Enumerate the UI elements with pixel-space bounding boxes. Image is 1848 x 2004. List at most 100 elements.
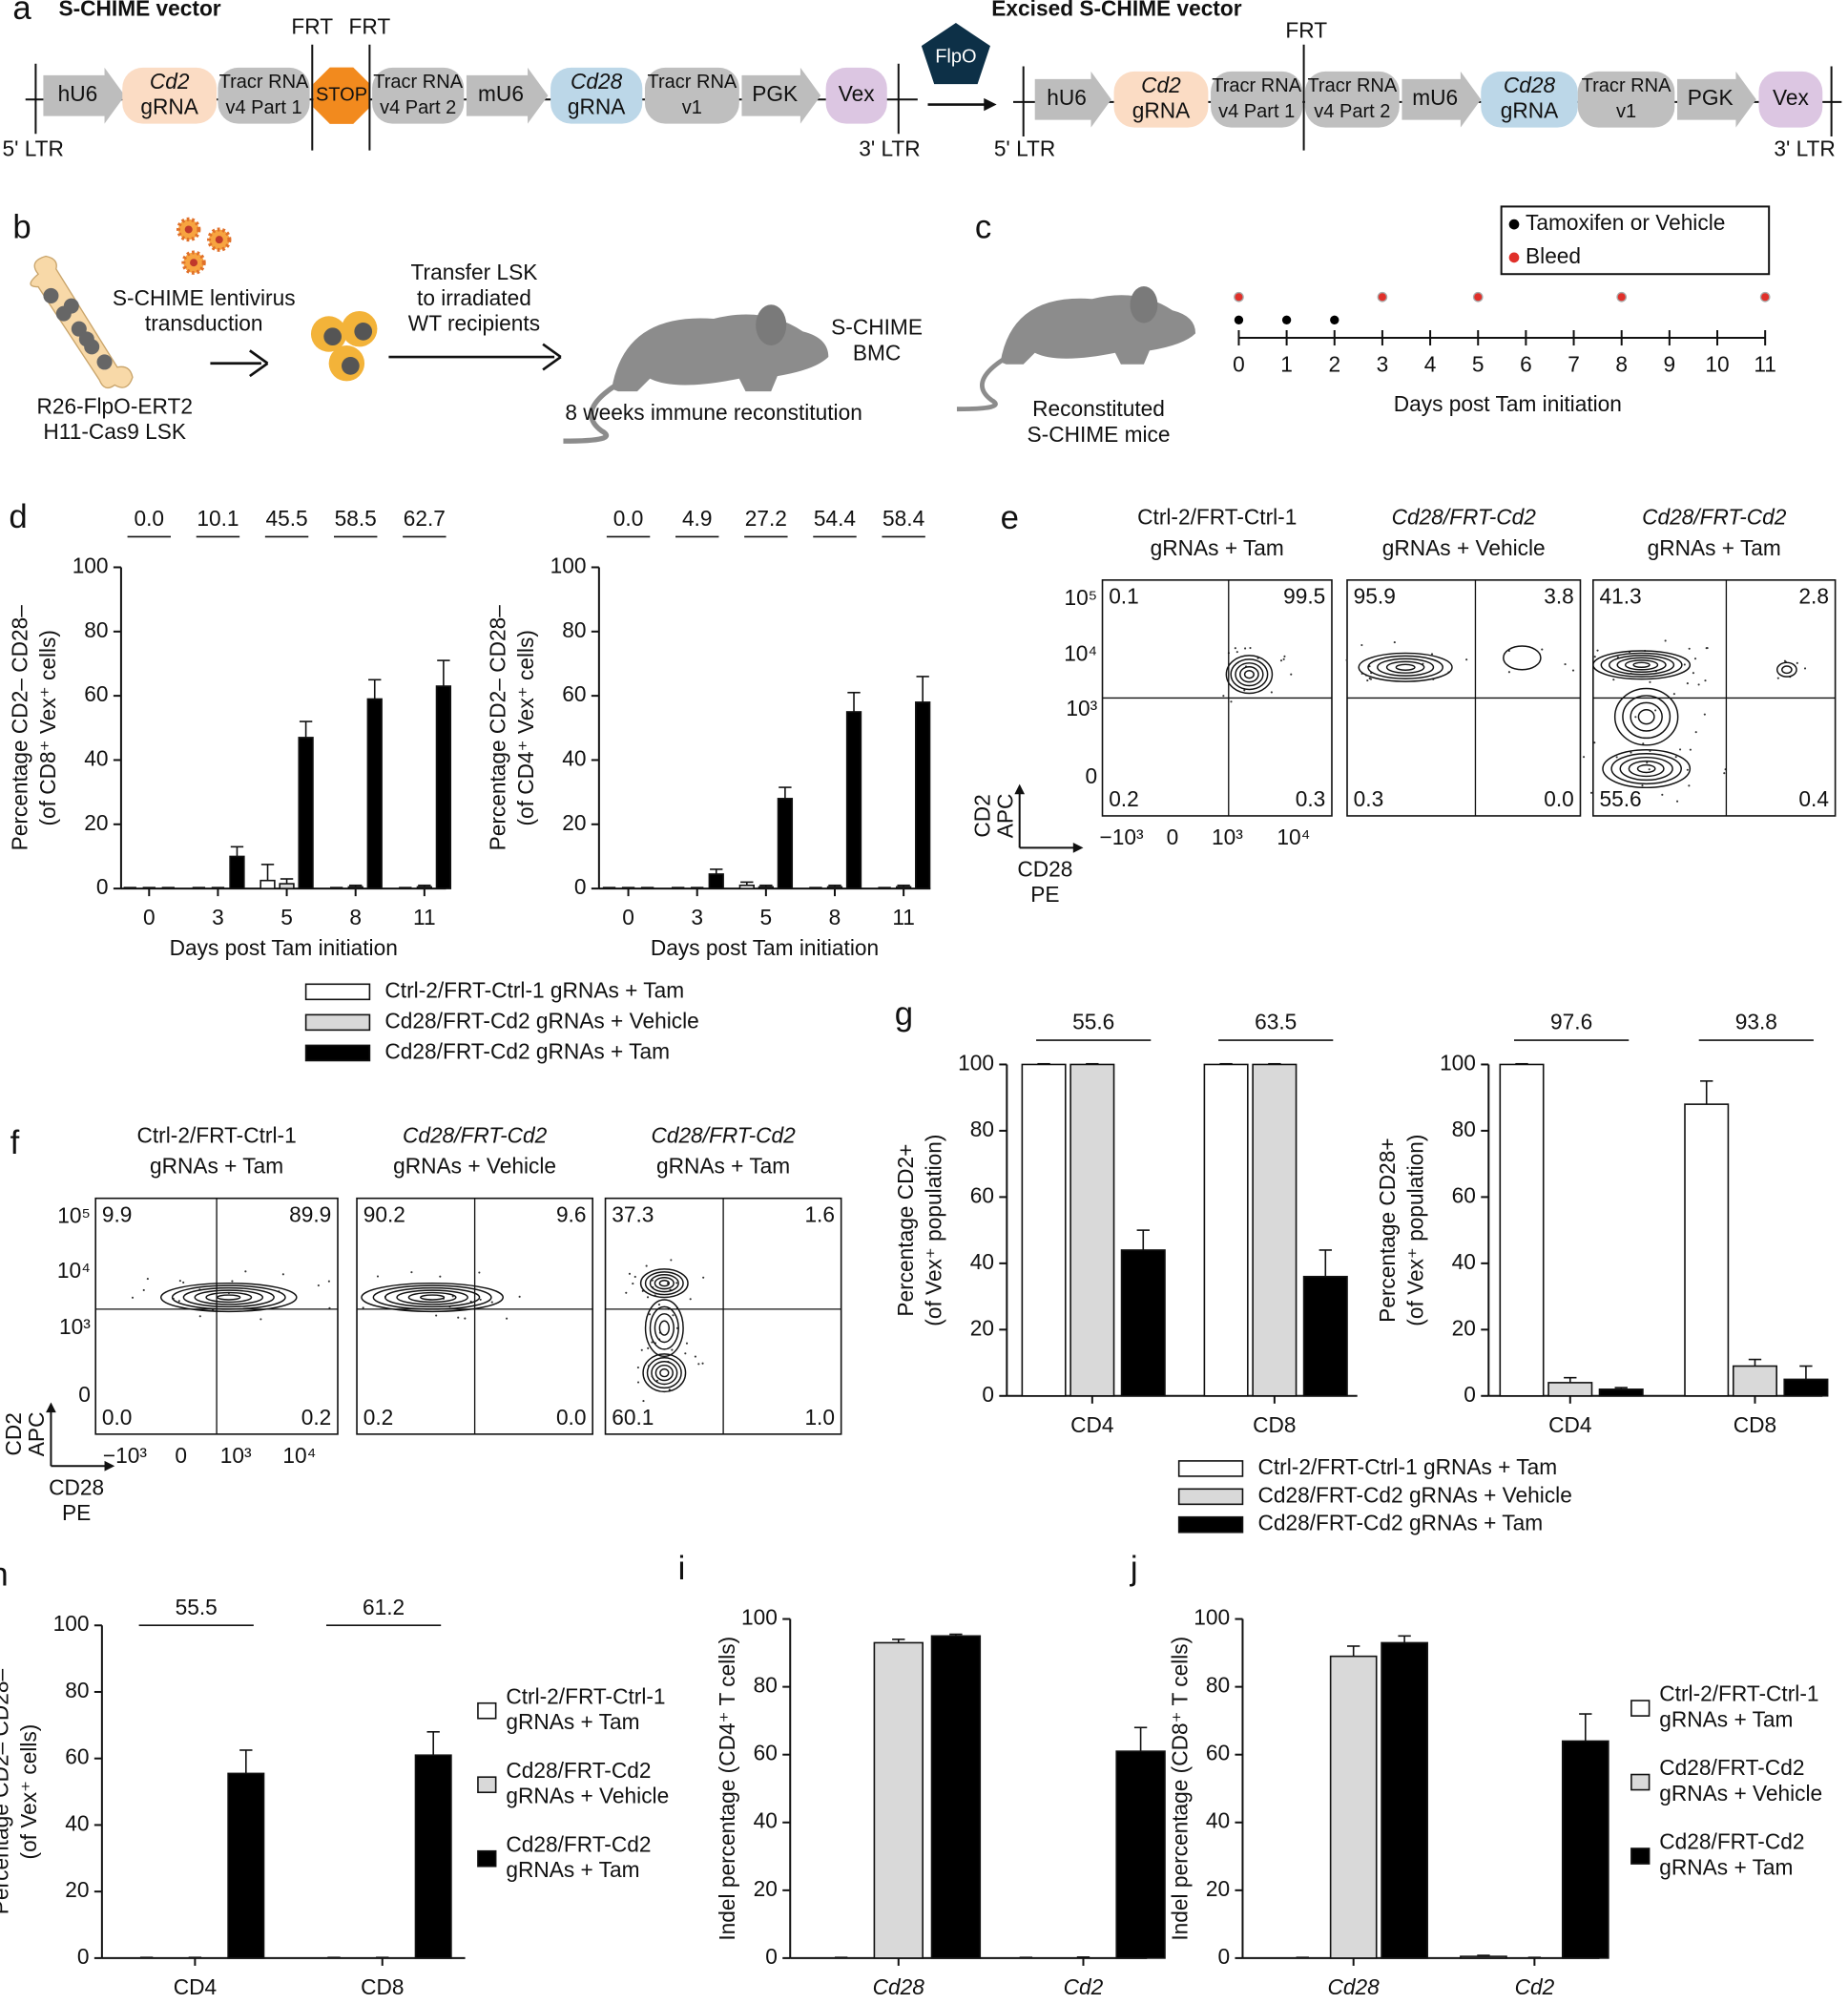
quadrant-value: 9.9 [102,1201,133,1226]
ltr-label: 5' LTR [994,136,1055,161]
x-tick-label: 10³ [1212,825,1243,849]
axis-label: (of CD4⁺ Vex⁺ cells) [513,630,538,826]
bleed-dot [1234,291,1244,303]
legend-label: Cd28/FRT-Cd2 gRNAs + Tam [384,1038,670,1063]
element-label: Vex [839,81,875,106]
y-tick-label: 100 [1194,1605,1230,1630]
annotation: 10.1 [197,506,239,531]
element-label: hU6 [58,81,98,106]
legend-line: gRNAs + Tam [1659,1706,1793,1731]
bar [1598,1388,1644,1397]
legend-line: Cd28/FRT-Cd2 [1659,1829,1804,1854]
event-dot [1593,656,1596,658]
y-tick-label: 20 [84,810,108,835]
event-dot [1279,659,1283,662]
mouse-icon [1000,295,1196,365]
contour [642,1353,687,1393]
event-dot [1243,689,1246,692]
promoter-arrow [1676,71,1756,128]
event-dot [182,1281,185,1284]
quadrant-value: 0.3 [1296,786,1326,811]
bar [1381,1641,1428,1959]
tick-label: 6 [1520,351,1532,376]
element-label: Tracr RNA [647,72,737,93]
event-dot [131,1296,135,1299]
legend-label: Cd28/FRT-Cd2 gRNAs + Tam [1659,1829,1804,1880]
y-tick-label: 0 [982,1382,994,1407]
y-tick-label: 10⁴ [1064,641,1097,666]
contour [1239,666,1259,683]
event-dot [435,1314,438,1317]
y-tick-label: 0 [1464,1382,1476,1407]
y-tick-label: 40 [970,1249,994,1274]
quadrant-value: 0.2 [1109,786,1139,811]
event-dot [1582,756,1586,759]
annotation: 55.5 [176,1595,218,1619]
contour [1609,655,1675,676]
vector-title: Excised S-CHIME vector [991,0,1241,21]
annotation: 54.4 [814,506,856,531]
x-tick-label: 11 [892,905,915,929]
contour [654,1313,675,1344]
event-dot [142,1288,145,1292]
axis-label: (of CD8⁺ Vex⁺ cells) [35,630,60,826]
axis-label: PE [1030,882,1059,907]
tracr-box [644,67,739,124]
step-label: S-CHIME lentivirus [113,285,296,310]
x-tick-label: CD4 [1548,1412,1591,1437]
event-dot [1649,749,1651,752]
legend-label: Cd28/FRT-Cd2 gRNAs + Vehicle [1659,1755,1822,1806]
event-dot [1664,639,1667,642]
plot-title: gRNAs + Vehicle [1382,535,1546,560]
y-tick-label: 80 [84,617,108,642]
tick-label: 11 [1754,351,1776,376]
y-tick-label: 10³ [1066,696,1097,720]
y-tick-label: 80 [65,1678,89,1702]
element-label: PGK [752,81,798,106]
legend-line: gRNAs + Vehicle [506,1784,669,1808]
quadrant-value: 1.6 [804,1201,835,1226]
virus-core [184,225,193,234]
axis-label: Percentage CD2+ [893,1144,918,1317]
y-tick-label: 40 [1206,1808,1230,1833]
bar [826,886,843,889]
annotation: 63.5 [1255,1010,1297,1034]
annotation: 61.2 [363,1595,405,1619]
event-dot [1703,713,1706,716]
y-tick-label: 100 [1440,1050,1476,1075]
quadrant-value: 41.3 [1600,584,1642,609]
y-tick-label: 60 [970,1182,994,1207]
element-label: gRNA [1501,98,1559,123]
mouse-tail [563,384,616,444]
event-dot [1689,748,1692,751]
bar [915,701,931,889]
element-label: mU6 [1412,85,1458,110]
bar [1021,1063,1067,1397]
contour [649,1274,679,1293]
bmc-label: BMC [853,340,901,365]
panel-letter: d [9,499,27,535]
legend-label: Tamoxifen or Vehicle [1526,210,1725,235]
flpo-label: FlpO [935,46,976,67]
contour [649,1305,679,1350]
event-dot [1634,716,1637,719]
cell-icon [63,298,79,314]
contour [1632,661,1651,669]
element-label: Tracr RNA [1212,75,1301,96]
quadrant-value: 3.8 [1544,584,1574,609]
bar [1329,1655,1378,1959]
cd2-box [1113,71,1209,128]
virus-core [190,259,198,267]
event-dot [506,1317,509,1320]
event-dot [642,1399,645,1403]
legend-line: Cd28/FRT-Cd2 [1659,1755,1804,1780]
lsk-nucleus [323,327,343,346]
element-label: v4 Part 2 [380,97,456,118]
event-dot [1369,678,1373,680]
y-tick-label: 0 [78,1382,91,1407]
bar [1460,1955,1507,1959]
contour [644,1271,684,1296]
event-dot [177,1300,180,1303]
bar [1069,1063,1115,1397]
event-dot [1803,667,1807,670]
